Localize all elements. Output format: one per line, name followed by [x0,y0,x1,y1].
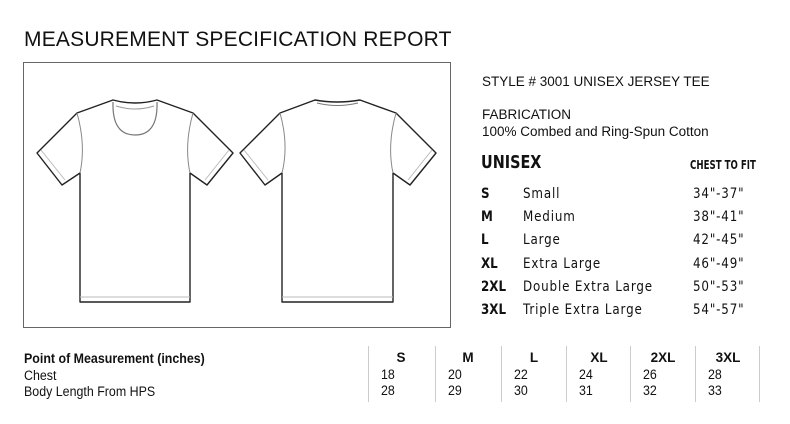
size-row: 2XL Double Extra Large 50"-53" [481,279,781,299]
size-code: S [481,186,490,202]
fabrication-label: FABRICATION [482,107,572,122]
size-header: 2XL [650,350,676,365]
measurement-header: Point of Measurement (inches) [24,351,205,366]
size-header: M [462,350,474,365]
size-chest: 42"-45" [693,232,745,248]
row-label-body-length: Body Length From HPS [24,384,156,399]
size-header: L [529,350,539,365]
size-row: L Large 42"-45" [481,232,781,252]
size-header: 3XL [715,350,741,365]
length-value: 29 [448,383,462,398]
chest-value: 26 [643,367,657,382]
page-title: MEASUREMENT SPECIFICATION REPORT [24,28,452,51]
chest-value: 22 [514,367,528,382]
measurement-column: 2XL 26 32 [630,346,695,402]
measurement-column: M 20 29 [435,346,500,402]
row-label-chest: Chest [24,368,57,383]
length-value: 28 [381,383,395,398]
size-code: 3XL [481,302,507,318]
chest-value: 20 [448,367,462,382]
size-code: M [481,209,493,225]
measurement-column: L 22 30 [501,346,566,402]
size-code: XL [481,256,498,272]
column-divider [759,346,760,402]
size-row: M Medium 38"-41" [481,209,781,229]
chest-value: 18 [381,367,395,382]
size-row: S Small 34"-37" [481,186,781,206]
size-name: Extra Large [523,256,602,272]
style-number: STYLE # 3001 UNISEX JERSEY TEE [482,74,710,89]
tshirt-front-illustration [36,99,234,303]
size-name: Triple Extra Large [523,302,643,318]
size-header: S [396,350,406,365]
measurement-column: S 18 28 [368,346,433,402]
chest-value: 28 [708,367,722,382]
tshirt-back-illustration [239,99,437,303]
length-value: 33 [708,383,722,398]
measurement-column: 3XL 28 33 [695,346,760,402]
size-name: Medium [523,209,576,225]
tshirt-illustrations [36,99,437,303]
length-value: 31 [579,383,593,398]
length-value: 30 [514,383,528,398]
size-chest: 54"-57" [693,302,745,318]
size-chest: 46"-49" [693,256,745,272]
chest-value: 24 [579,367,593,382]
size-chart-heading: UNISEX [481,152,542,173]
size-name: Large [523,232,561,248]
size-row: 3XL Triple Extra Large 54"-57" [481,302,781,322]
measurement-column: XL 24 31 [566,346,631,402]
size-header: XL [590,350,608,365]
size-chest: 50"-53" [693,279,745,295]
size-chest: 38"-41" [693,209,745,225]
size-code: L [481,232,489,248]
fabrication-value: 100% Combed and Ring-Spun Cotton [482,124,709,139]
chest-to-fit-heading: CHEST TO FIT [690,158,756,172]
garment-illustration-frame [23,62,451,328]
size-row: XL Extra Large 46"-49" [481,256,781,276]
length-value: 32 [643,383,657,398]
size-code: 2XL [481,279,507,295]
size-name: Small [523,186,561,202]
size-chest: 34"-37" [693,186,745,202]
size-name: Double Extra Large [523,279,653,295]
